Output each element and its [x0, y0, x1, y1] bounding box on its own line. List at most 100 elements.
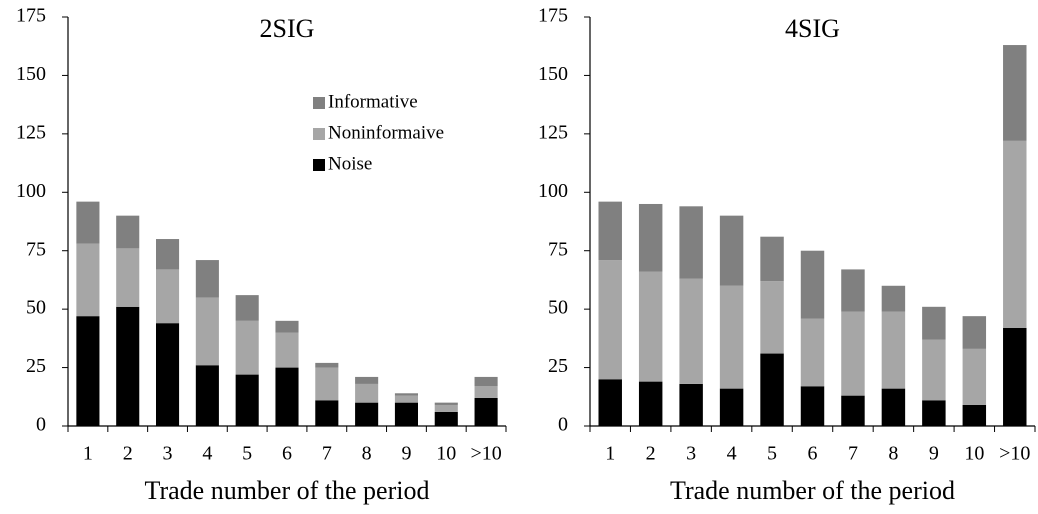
x-tick-label: 10 — [964, 443, 984, 465]
x-tick-label: 6 — [808, 443, 818, 465]
x-tick-label: >10 — [470, 443, 501, 465]
bar-segment — [474, 397, 498, 426]
bar-segment — [841, 269, 865, 312]
y-tick-label: 25 — [26, 355, 46, 377]
x-tick-label: 5 — [242, 443, 252, 465]
bar-segment — [235, 295, 259, 321]
bar-segment — [760, 353, 784, 426]
y-tick-label: 100 — [16, 180, 46, 202]
bar-segment — [598, 201, 622, 261]
y-tick-label: 125 — [538, 121, 568, 143]
bar-segment — [881, 285, 906, 312]
bar-segment — [355, 376, 379, 384]
x-tick-label: 9 — [929, 443, 939, 465]
bar-segment — [116, 248, 140, 307]
bar-segment — [881, 388, 906, 426]
x-tick-label: 4 — [727, 443, 737, 465]
bar-segment — [275, 320, 299, 333]
x-tick-label: 8 — [888, 443, 898, 465]
y-tick-label: 0 — [558, 414, 568, 436]
x-tick-label: 6 — [282, 443, 292, 465]
bar-segment — [235, 320, 259, 375]
legend-label: Informative — [328, 91, 418, 112]
bar-segment — [116, 215, 140, 249]
bar-segment — [76, 316, 100, 426]
x-tick-label: 7 — [848, 443, 858, 465]
bar-segment — [679, 206, 703, 279]
x-tick-label: 8 — [362, 443, 372, 465]
legend-swatch — [313, 128, 325, 140]
bar-segment — [962, 404, 987, 426]
chart-title: 4SIG — [785, 14, 840, 43]
bar-segment — [1003, 140, 1027, 328]
bar-segment — [962, 348, 987, 405]
bar-segment — [434, 411, 458, 426]
bar-segment — [638, 271, 663, 382]
x-tick-label: 5 — [767, 443, 777, 465]
y-tick-label: 175 — [538, 5, 568, 27]
x-tick-label: 3 — [163, 443, 173, 465]
bar-segment — [474, 376, 498, 387]
bar-segment — [116, 306, 140, 426]
bar-segment — [760, 281, 784, 354]
bar-segment — [719, 285, 744, 389]
y-tick-label: 150 — [16, 63, 46, 85]
bar-segment — [155, 269, 180, 324]
legend-swatch — [313, 159, 325, 171]
x-tick-label: 2 — [123, 443, 133, 465]
bar-segment — [315, 362, 339, 368]
bar-segment — [275, 332, 299, 368]
bar-segment — [315, 367, 339, 401]
bar-segment — [195, 365, 219, 426]
bar-segment — [638, 381, 663, 426]
bar-segment — [1003, 45, 1027, 141]
x-tick-label: 7 — [322, 443, 332, 465]
bar-segment — [76, 243, 100, 317]
bar-segment — [800, 386, 825, 426]
bar-segment — [841, 311, 865, 396]
bar-segment — [598, 260, 622, 380]
y-tick-label: 0 — [36, 414, 46, 436]
chart-title: 2SIG — [260, 14, 315, 43]
bar-segment — [679, 278, 703, 384]
bar-segment — [922, 339, 946, 401]
bar-segment — [195, 297, 219, 366]
bar-segment — [922, 400, 946, 426]
bar-segment — [638, 203, 663, 272]
bar-segment — [355, 383, 379, 403]
y-tick-label: 25 — [548, 355, 568, 377]
bar-segment — [719, 388, 744, 426]
bar-segment — [841, 395, 865, 426]
y-tick-label: 50 — [26, 297, 46, 319]
y-tick-label: 75 — [26, 238, 46, 260]
x-tick-label: 1 — [83, 443, 93, 465]
y-tick-label: 100 — [538, 180, 568, 202]
y-tick-label: 150 — [538, 63, 568, 85]
bar-segment — [315, 400, 339, 426]
x-tick-label: >10 — [999, 443, 1030, 465]
bar-segment — [1003, 327, 1027, 426]
bar-segment — [394, 402, 419, 426]
x-axis-label: Trade number of the period — [670, 476, 955, 505]
legend-swatch — [313, 97, 325, 109]
x-axis-label: Trade number of the period — [145, 476, 430, 505]
bar-segment — [155, 323, 180, 426]
legend-label: Noninformaive — [328, 122, 444, 143]
x-tick-label: 3 — [686, 443, 696, 465]
bar-segment — [598, 379, 622, 426]
bar-segment — [394, 395, 419, 403]
y-tick-label: 175 — [16, 5, 46, 27]
bar-segment — [922, 306, 946, 340]
bar-segment — [195, 260, 219, 298]
bar-segment — [719, 215, 744, 286]
bar-segment — [155, 239, 180, 270]
bar-segment — [962, 316, 987, 349]
bar-segment — [434, 404, 458, 412]
y-tick-label: 50 — [548, 297, 568, 319]
x-tick-label: 10 — [436, 443, 456, 465]
bar-segment — [76, 201, 100, 244]
bar-segment — [275, 367, 299, 426]
bar-segment — [679, 383, 703, 426]
x-tick-label: 2 — [646, 443, 656, 465]
y-tick-label: 125 — [16, 121, 46, 143]
